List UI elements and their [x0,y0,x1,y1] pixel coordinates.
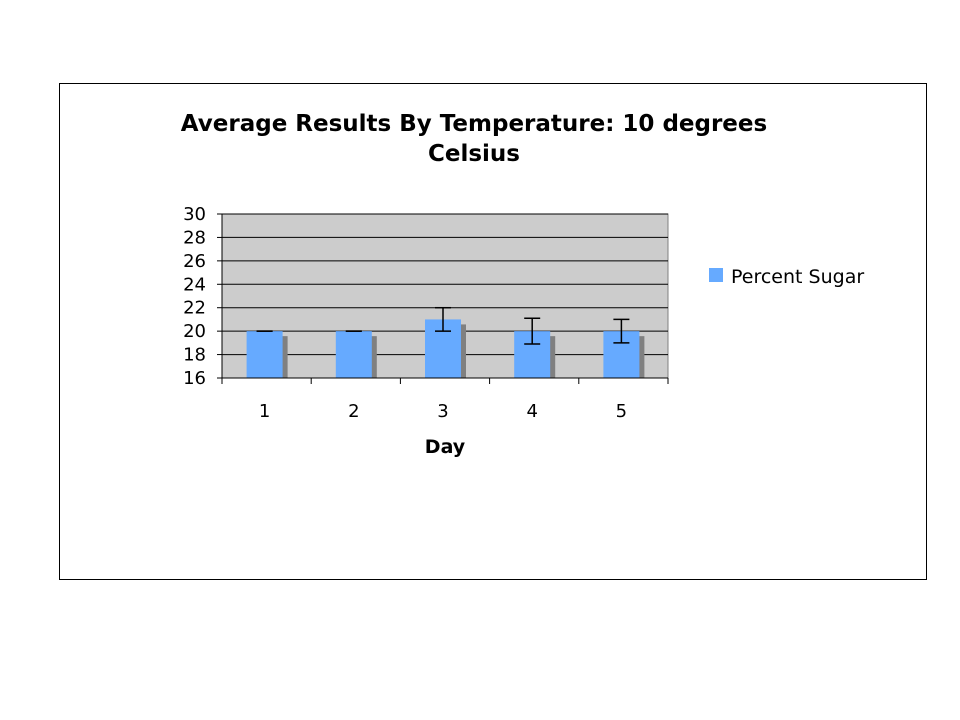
x-tick-label: 3 [437,401,448,422]
x-axis-title: Day [425,436,466,458]
grid-lines [222,213,668,356]
bars [246,319,645,378]
legend-swatch [709,268,723,282]
legend-label-percent-sugar: Percent Sugar [731,266,864,288]
y-tick-label: 28 [183,227,206,248]
y-tick-label: 16 [183,368,206,389]
x-tick-label: 4 [526,401,537,422]
axes [217,213,669,384]
y-tick-label: 26 [183,251,206,272]
chart-title-line-2: Celsius [428,141,520,167]
bar-day-1 [246,331,283,378]
chart-title-line-1: Average Results By Temperature: 10 degre… [181,111,767,137]
x-tick-label: 1 [259,401,270,422]
x-tick-labels: 1 2 3 4 5 [259,401,627,422]
error-bars [256,306,630,345]
y-tick-label: 30 [183,204,206,225]
x-tick-label: 2 [348,401,359,422]
y-tick-label: 18 [183,345,206,366]
bar-day-2 [335,331,372,378]
y-tick-label: 24 [183,274,206,295]
chart-svg: Average Results By Temperature: 10 degre… [181,111,865,458]
chart-frame: Average Results By Temperature: 10 degre… [59,83,927,580]
y-tick-label: 22 [183,298,206,319]
y-tick-label: 20 [183,321,206,342]
x-tick-label: 5 [616,401,627,422]
legend: Percent Sugar [709,266,864,288]
